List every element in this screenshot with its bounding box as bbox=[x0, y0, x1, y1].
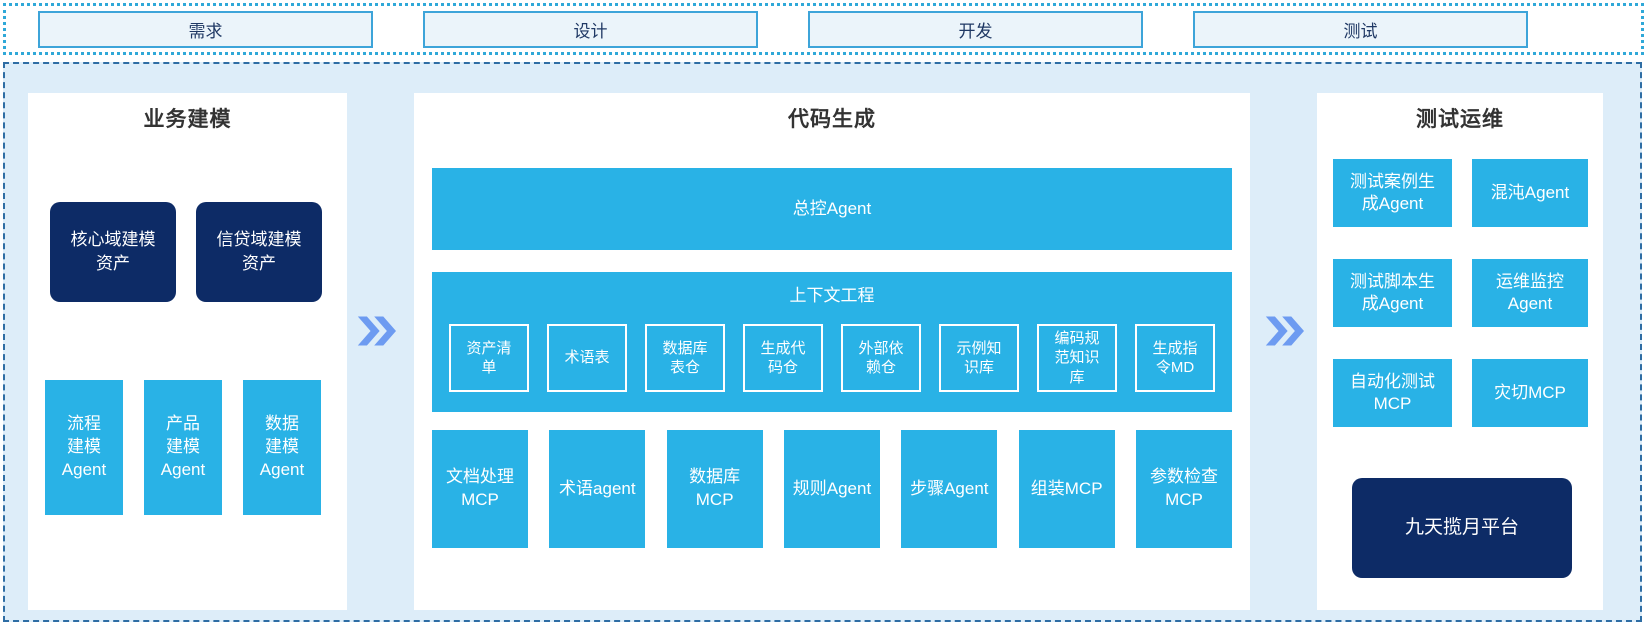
tool-box-rule-agent: 规则Agent bbox=[783, 430, 880, 548]
platform-architecture-canvas: 业务建模 核心域建模 资产 信贷域建模 资产 流程 建模 Agent 产品 建模… bbox=[3, 62, 1642, 622]
asset-box-core-domain: 核心域建模 资产 bbox=[50, 202, 176, 302]
context-item-asset-list: 资产清 单 bbox=[449, 324, 529, 392]
stage-requirements: 需求 bbox=[38, 10, 373, 48]
panel-business-modeling: 业务建模 核心域建模 资产 信贷域建模 资产 流程 建模 Agent 产品 建模… bbox=[28, 93, 347, 610]
box-automated-testing-mcp: 自动化测试 MCP bbox=[1333, 359, 1452, 427]
platform-box-jiutian-lanyue: 九天揽月平台 bbox=[1352, 478, 1572, 578]
context-item-database-table-repo: 数据库 表仓 bbox=[645, 324, 725, 392]
box-test-script-generation-agent: 测试脚本生 成Agent bbox=[1333, 259, 1452, 327]
tool-box-step-agent: 步骤Agent bbox=[901, 430, 998, 548]
stage-testing: 测试 bbox=[1193, 10, 1528, 48]
box-chaos-agent: 混沌Agent bbox=[1472, 159, 1588, 227]
stage-development: 开发 bbox=[808, 10, 1143, 48]
box-disaster-switch-mcp: 灾切MCP bbox=[1472, 359, 1588, 427]
panel-title-business-modeling: 业务建模 bbox=[143, 108, 232, 131]
context-item-generated-code-repo: 生成代 码仓 bbox=[743, 324, 823, 392]
tool-box-terminology-agent: 术语agent bbox=[549, 430, 646, 548]
context-engineering-title: 上下文工程 bbox=[789, 286, 875, 305]
tool-box-document-processing-mcp: 文档处理 MCP bbox=[432, 430, 528, 548]
flow-arrow-icon bbox=[356, 316, 396, 346]
codegen-tool-row: 文档处理 MCP 术语agent 数据库 MCP 规则Agent 步骤Agent… bbox=[432, 430, 1232, 548]
agent-box-product-modeling: 产品 建模 Agent bbox=[144, 380, 222, 515]
tool-box-parameter-check-mcp: 参数检查 MCP bbox=[1135, 430, 1232, 548]
context-item-external-dependency-repo: 外部依 赖仓 bbox=[841, 324, 921, 392]
tool-box-database-mcp: 数据库 MCP bbox=[666, 430, 763, 548]
context-item-glossary: 术语表 bbox=[547, 324, 627, 392]
business-asset-row: 核心域建模 资产 信贷域建模 资产 bbox=[50, 202, 322, 302]
workflow-stage-bar: 需求 设计 开发 测试 bbox=[3, 3, 1644, 55]
context-engineering-container: 上下文工程 资产清 单 术语表 数据库 表仓 生成代 码仓 外部依 赖仓 示例知… bbox=[432, 272, 1232, 412]
testops-box-grid: 测试案例生 成Agent 混沌Agent 测试脚本生 成Agent 运维监控 A… bbox=[1333, 159, 1588, 427]
box-test-case-generation-agent: 测试案例生 成Agent bbox=[1333, 159, 1452, 227]
panel-code-generation: 代码生成 总控Agent 上下文工程 资产清 单 术语表 数据库 表仓 生成代 … bbox=[414, 93, 1250, 610]
panel-title-test-operations: 测试运维 bbox=[1416, 108, 1504, 131]
context-item-example-knowledge-base: 示例知 识库 bbox=[939, 324, 1019, 392]
agent-box-process-modeling: 流程 建模 Agent bbox=[45, 380, 123, 515]
tool-box-assembly-mcp: 组装MCP bbox=[1018, 430, 1115, 548]
panel-title-code-generation: 代码生成 bbox=[788, 108, 876, 131]
context-item-coding-standard-knowledge-base: 编码规 范知识 库 bbox=[1037, 324, 1117, 392]
stage-design: 设计 bbox=[423, 10, 758, 48]
master-agent-bar: 总控Agent bbox=[432, 168, 1232, 250]
box-ops-monitoring-agent: 运维监控 Agent bbox=[1472, 259, 1588, 327]
context-item-generation-instruction-md: 生成指 令MD bbox=[1135, 324, 1215, 392]
panel-test-operations: 测试运维 测试案例生 成Agent 混沌Agent 测试脚本生 成Agent 运… bbox=[1317, 93, 1603, 610]
business-agent-row: 流程 建模 Agent 产品 建模 Agent 数据 建模 Agent bbox=[45, 380, 321, 515]
agent-box-data-modeling: 数据 建模 Agent bbox=[243, 380, 321, 515]
asset-box-credit-domain: 信贷域建模 资产 bbox=[196, 202, 322, 302]
context-item-row: 资产清 单 术语表 数据库 表仓 生成代 码仓 外部依 赖仓 示例知 识库 编码… bbox=[432, 324, 1232, 392]
flow-arrow-icon bbox=[1264, 316, 1304, 346]
